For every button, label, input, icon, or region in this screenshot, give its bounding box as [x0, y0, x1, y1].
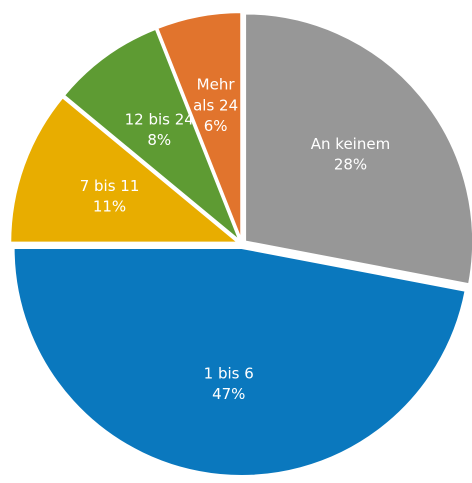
label-line: An keinem [311, 134, 390, 152]
slice-label: 1 bis 6 [204, 364, 254, 382]
slice-value: 28% [334, 155, 367, 173]
label-line: 12 bis 24 [125, 110, 194, 128]
label-line: 1 bis 6 [204, 364, 254, 382]
label-line: als 24 [193, 96, 238, 114]
slice-label: Mehr als 24 [193, 75, 238, 114]
pie-slice [9, 95, 242, 244]
slice-value: 6% [204, 117, 228, 135]
slice-value: 11% [93, 197, 126, 215]
label-line: 7 bis 11 [80, 176, 140, 194]
pie-slice [12, 246, 467, 477]
label-line: Mehr [197, 75, 236, 93]
pie-slice [62, 27, 241, 242]
pie-slice [244, 12, 472, 286]
pie-slice [156, 11, 243, 241]
slice-value: 47% [212, 385, 245, 403]
slice-label: 12 bis 24 [125, 110, 194, 128]
slice-label: 7 bis 11 [80, 176, 140, 194]
slice-label: An keinem [311, 134, 390, 152]
slice-value: 8% [147, 131, 171, 149]
